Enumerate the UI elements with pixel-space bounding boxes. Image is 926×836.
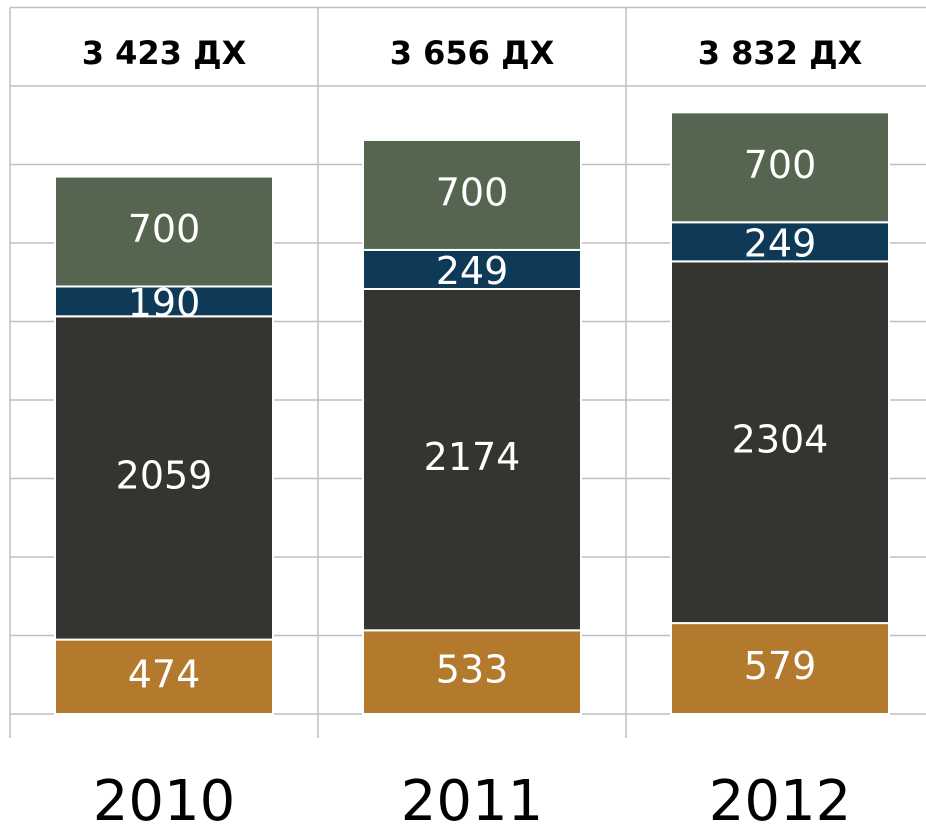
segment-label: 2174 xyxy=(424,435,521,479)
bar-segment xyxy=(670,111,890,224)
segment-label: 700 xyxy=(436,170,509,214)
segment-label: 700 xyxy=(744,143,817,187)
bar-segment xyxy=(362,288,582,632)
bar-segment xyxy=(362,248,582,291)
bar-segment xyxy=(54,175,274,288)
segment-label: 2304 xyxy=(732,418,829,462)
segment-label: 249 xyxy=(744,221,817,265)
bar-segment xyxy=(54,638,274,715)
header-label: 3 423 ДХ xyxy=(82,34,247,72)
segment-label: 474 xyxy=(128,652,201,696)
x-tick-label: 2012 xyxy=(709,769,852,834)
bar-segment xyxy=(362,139,582,251)
x-tick-label: 2011 xyxy=(401,769,544,834)
bar-segment xyxy=(362,629,582,715)
header-label: 3 656 ДХ xyxy=(390,34,555,72)
segment-label: 2059 xyxy=(116,453,213,497)
segment-label: 579 xyxy=(744,644,817,688)
segment-label: 533 xyxy=(436,648,509,692)
bar-segment xyxy=(670,260,890,625)
header-label: 3 832 ДХ xyxy=(698,34,863,72)
segment-label: 190 xyxy=(128,281,201,325)
x-tick-label: 2010 xyxy=(93,769,236,834)
bar-segment xyxy=(670,622,890,715)
segment-label: 700 xyxy=(128,207,201,251)
bar-segment xyxy=(54,285,274,318)
segment-label: 249 xyxy=(436,249,509,293)
bar-segment xyxy=(54,315,274,641)
